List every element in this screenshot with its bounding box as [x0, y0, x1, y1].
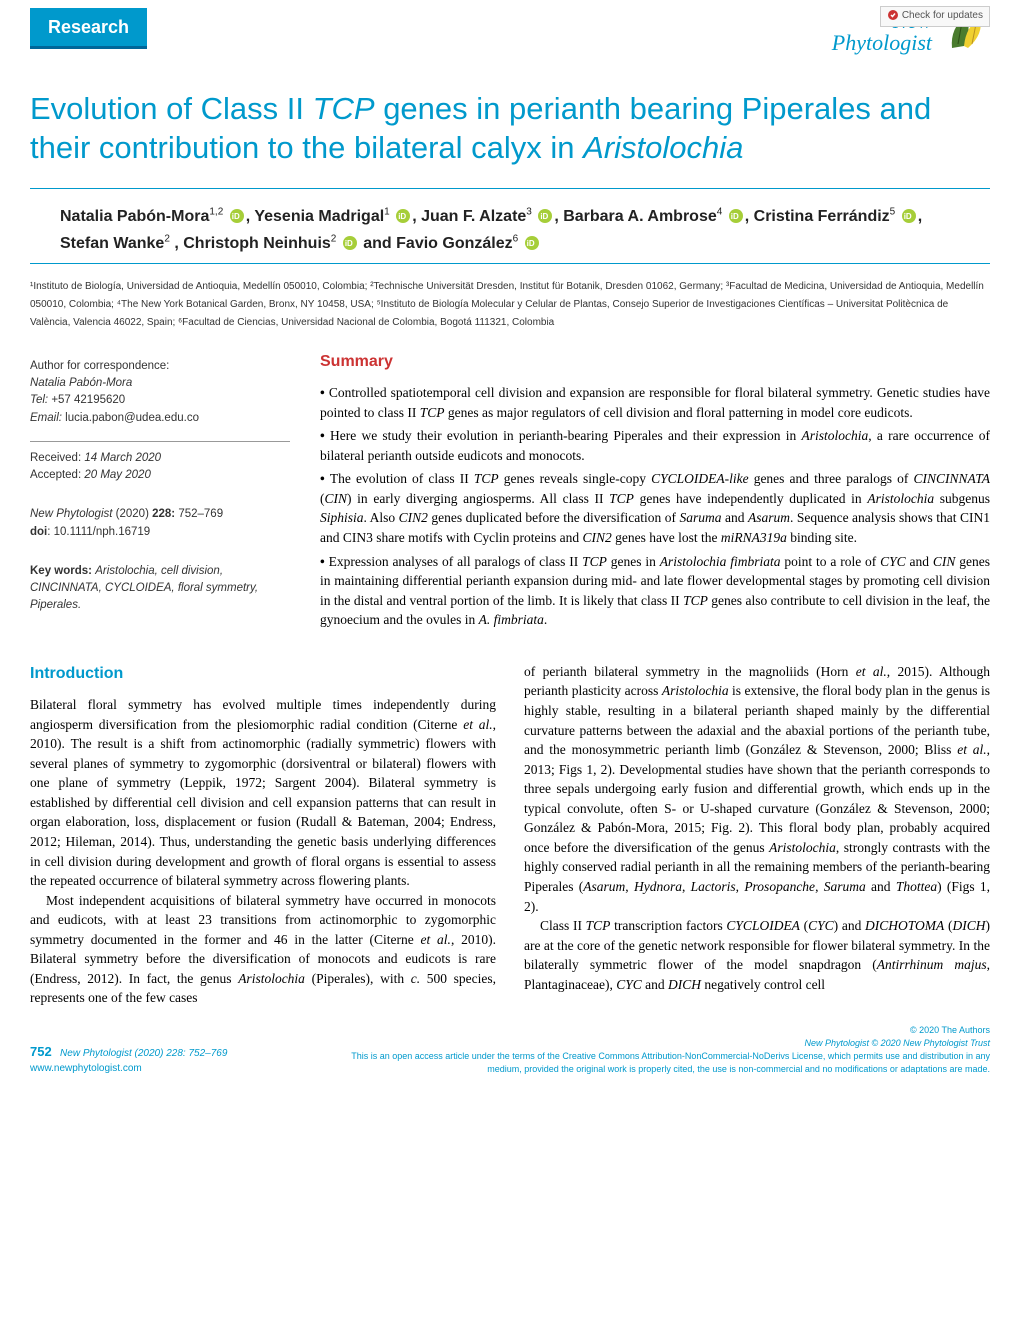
author-item: Natalia Pabón-Mora1,2 ,	[60, 208, 254, 225]
intro-p3: of perianth bilateral symmetry in the ma…	[524, 662, 990, 916]
citation-vol: 228:	[152, 508, 178, 520]
research-tab: Research	[30, 8, 147, 49]
accepted-label: Accepted:	[30, 469, 84, 481]
footer-left: 752 New Phytologist (2020) 228: 752–769 …	[30, 1043, 227, 1076]
received: Received: 14 March 2020	[30, 450, 290, 467]
author-item: Stefan Wanke2 ,	[60, 235, 183, 252]
corr-email: Email: lucia.pabon@udea.edu.co	[30, 410, 290, 427]
citation-pages: 752–769	[178, 508, 223, 520]
introduction-heading: Introduction	[30, 662, 496, 685]
summary-item: Controlled spatiotemporal cell division …	[320, 383, 990, 422]
authors-block: Natalia Pabón-Mora1,2 , Yesenia Madrigal…	[30, 188, 990, 264]
summary-item: The evolution of class II TCP genes reve…	[320, 469, 990, 547]
header-bar: Research New Phytologist	[0, 0, 1020, 70]
footer: 752 New Phytologist (2020) 228: 752–769 …	[0, 1008, 1020, 1084]
corr-tel: Tel: +57 42195620	[30, 392, 290, 409]
citation-line: New Phytologist (2020) 228: 752–769	[30, 506, 290, 523]
sidebar: Author for correspondence: Natalia Pabón…	[30, 350, 290, 634]
check-updates-label: Check for updates	[902, 10, 983, 21]
keywords-label: Key words:	[30, 565, 95, 577]
footer-right: © 2020 The Authors New Phytologist © 202…	[330, 1024, 990, 1076]
title-block: Evolution of Class II TCP genes in peria…	[0, 70, 1020, 178]
citation-journal: New Phytologist	[30, 508, 112, 520]
intro-p2: Most independent acquisitions of bilater…	[30, 891, 496, 1008]
footer-website: www.newphytologist.com	[30, 1063, 142, 1074]
author-item: Yesenia Madrigal1 ,	[254, 208, 421, 225]
summary-list: Controlled spatiotemporal cell division …	[320, 383, 990, 630]
author-item: Barbara A. Ambrose4 ,	[563, 208, 753, 225]
intro-p1: Bilateral floral symmetry has evolved mu…	[30, 695, 496, 891]
title-text-1: Evolution of Class II	[30, 91, 313, 126]
doi-label: doi	[30, 526, 47, 538]
summary-item: Here we study their evolution in periant…	[320, 426, 990, 465]
keywords-block: Key words: Aristolochia, cell division, …	[30, 555, 290, 615]
received-label: Received:	[30, 452, 84, 464]
journal-name-line2: Phytologist	[832, 30, 932, 55]
orcid-icon	[343, 236, 357, 250]
dates-block: Received: 14 March 2020 Accepted: 20 May…	[30, 441, 290, 485]
title-italic-1: TCP	[313, 91, 375, 126]
doi-value: : 10.1111/nph.16719	[47, 526, 150, 538]
orcid-icon	[396, 209, 410, 223]
doi-line: doi: 10.1111/nph.16719	[30, 524, 290, 541]
check-updates-icon	[887, 9, 899, 21]
author-item: Christoph Neinhuis2 and	[183, 235, 396, 252]
correspondence-block: Author for correspondence: Natalia Pabón…	[30, 350, 290, 427]
corr-tel-label: Tel:	[30, 394, 51, 406]
accepted: Accepted: 20 May 2020	[30, 467, 290, 484]
corr-email-value: lucia.pabon@udea.edu.co	[65, 412, 199, 424]
page-number: 752	[30, 1044, 52, 1059]
corr-label: Author for correspondence:	[30, 358, 290, 375]
author-item: Favio González6	[396, 235, 540, 252]
accepted-date: 20 May 2020	[84, 469, 151, 481]
mid-section: Author for correspondence: Natalia Pabón…	[0, 350, 1020, 634]
authors-line: Natalia Pabón-Mora1,2 , Yesenia Madrigal…	[60, 203, 960, 257]
summary-heading: Summary	[320, 350, 990, 373]
affiliations: ¹Instituto de Biología, Universidad de A…	[0, 274, 1020, 350]
article-title: Evolution of Class II TCP genes in peria…	[30, 90, 990, 168]
intro-p4: Class II TCP transcription factors CYCLO…	[524, 916, 990, 994]
corr-tel-value: +57 42195620	[51, 394, 125, 406]
orcid-icon	[230, 209, 244, 223]
orcid-icon	[525, 236, 539, 250]
citation-year: (2020)	[112, 508, 152, 520]
author-item: Cristina Ferrándiz5 ,	[754, 208, 923, 225]
corr-email-label: Email:	[30, 412, 65, 424]
check-updates-badge[interactable]: Check for updates	[880, 6, 990, 27]
citation-block: New Phytologist (2020) 228: 752–769 doi:…	[30, 498, 290, 541]
corr-name: Natalia Pabón-Mora	[30, 375, 290, 392]
footer-citation: New Phytologist (2020) 228: 752–769	[60, 1048, 227, 1059]
orcid-icon	[902, 209, 916, 223]
author-item: Juan F. Alzate3 ,	[421, 208, 563, 225]
summary-item: Expression analyses of all paralogs of c…	[320, 552, 990, 630]
footer-copyright-1: © 2020 The Authors	[910, 1025, 990, 1035]
body-section: Introduction Bilateral floral symmetry h…	[0, 662, 1020, 1008]
orcid-icon	[538, 209, 552, 223]
orcid-icon	[729, 209, 743, 223]
received-date: 14 March 2020	[84, 452, 161, 464]
footer-copyright-2: New Phytologist © 2020 New Phytologist T…	[804, 1038, 990, 1048]
summary-column: Summary Controlled spatiotemporal cell d…	[320, 350, 990, 634]
title-italic-2: Aristolochia	[583, 130, 743, 165]
footer-license: This is an open access article under the…	[351, 1051, 990, 1074]
